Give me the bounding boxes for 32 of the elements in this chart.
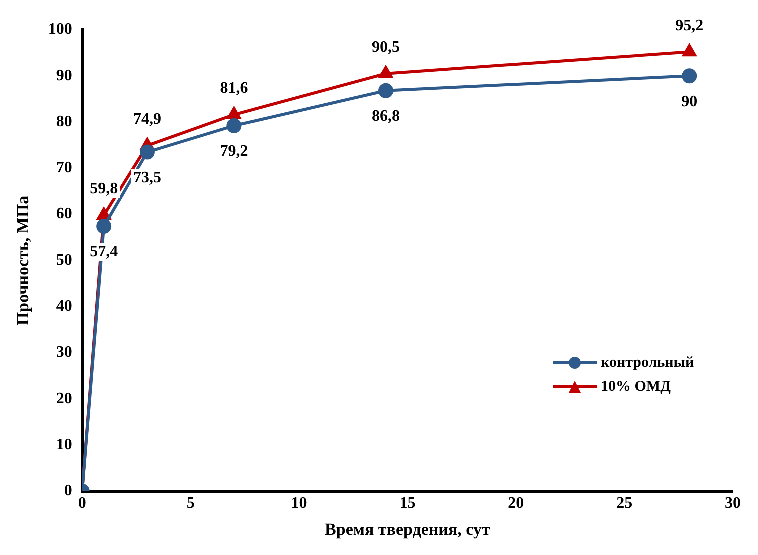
x-tick-label: 15	[400, 495, 416, 512]
data-label: 90,5	[372, 38, 400, 56]
y-tick-label: 70	[56, 160, 72, 177]
data-label: 86,8	[372, 108, 400, 126]
x-tick-label: 25	[616, 495, 633, 512]
y-tick-label: 10	[56, 436, 72, 454]
data-label: 57,4	[90, 244, 118, 261]
y-tick-label: 100	[48, 21, 72, 38]
data-label: 79,2	[220, 143, 248, 160]
y-tick-label: 60	[56, 206, 72, 223]
x-axis-title: Время твердения, сут	[325, 520, 491, 540]
y-tick-label: 50	[56, 252, 72, 269]
data-label: 81,6	[220, 80, 248, 98]
x-tick-label: 30	[725, 495, 741, 512]
y-tick-label: 40	[56, 298, 72, 315]
legend-label: контрольный	[601, 354, 694, 372]
y-tick-label: 20	[56, 390, 72, 408]
legend-label: 10% ОМД	[601, 378, 671, 396]
y-axis-title: Прочность, МПа	[14, 195, 33, 326]
y-tick-label: 30	[56, 344, 72, 362]
data-label: 90	[682, 93, 698, 110]
data-label: 59,8	[90, 180, 118, 198]
x-tick-label: 5	[186, 495, 195, 512]
x-tick-label: 0	[78, 495, 86, 512]
y-tick-label: 0	[64, 482, 72, 500]
data-label: 73,5	[133, 169, 162, 186]
data-label: 95,2	[676, 17, 704, 34]
y-tick-label: 80	[56, 113, 72, 130]
data-label: 74,9	[133, 110, 162, 128]
y-tick-label: 90	[56, 67, 72, 84]
x-tick-label: 20	[508, 495, 524, 512]
x-tick-label: 10	[291, 495, 308, 512]
